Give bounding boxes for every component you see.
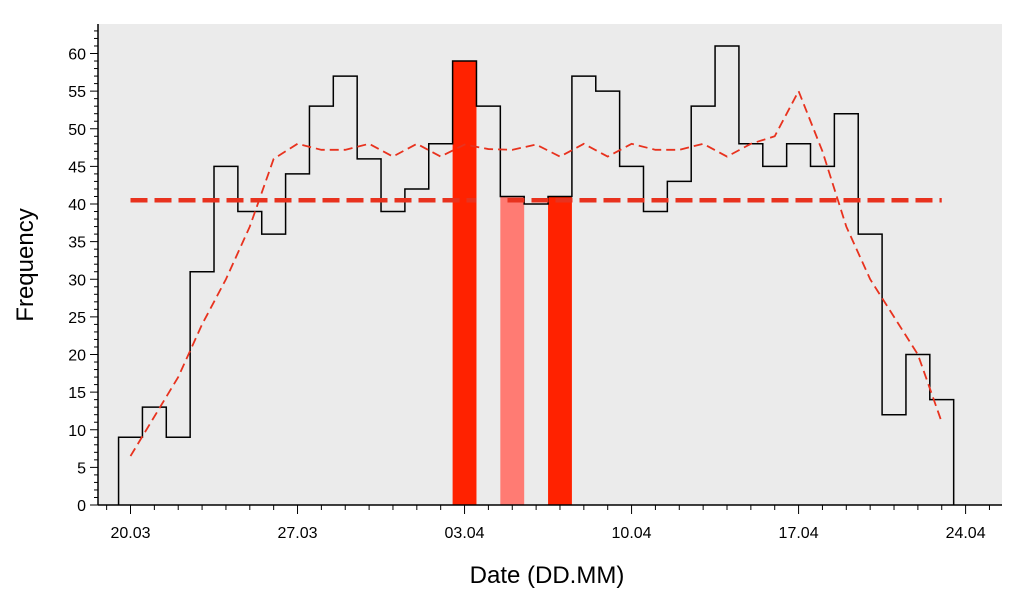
highlight-bars <box>452 61 572 506</box>
y-axis-ticks: 0 5 10 15 20 25 30 35 40 45 50 55 60 <box>68 30 98 515</box>
x-tick-label: 24.04 <box>946 525 986 542</box>
histogram-outline <box>117 45 955 505</box>
y-tick-label: 15 <box>68 385 86 402</box>
y-tick-label: 55 <box>68 84 86 101</box>
x-tick-label: 20.03 <box>110 525 150 542</box>
y-tick-label: 45 <box>68 159 86 176</box>
y-tick-label: 5 <box>77 460 86 477</box>
trend-line-path <box>129 88 943 457</box>
y-tick-label: 35 <box>68 235 86 252</box>
y-tick-label: 0 <box>77 498 86 515</box>
y-tick-label: 40 <box>68 197 86 214</box>
y-tick-label: 20 <box>68 348 86 365</box>
y-axis-title: Frequency <box>12 208 39 321</box>
x-tick-label: 27.03 <box>277 525 317 542</box>
y-tick-label: 25 <box>68 310 86 327</box>
highlight-bar <box>548 196 572 505</box>
highlight-bar <box>500 196 525 505</box>
y-tick-label: 50 <box>68 122 86 139</box>
x-axis-ticks: 20.03 27.03 03.04 10.04 17.04 24.04 <box>106 505 990 542</box>
x-tick-label: 10.04 <box>612 525 652 542</box>
y-tick-label: 60 <box>68 47 86 64</box>
highlight-bar <box>452 61 477 506</box>
trend-line <box>129 88 943 457</box>
y-tick-label: 30 <box>68 272 86 289</box>
y-tick-label: 10 <box>68 423 86 440</box>
x-tick-label: 03.04 <box>445 525 485 542</box>
x-axis-title: Date (DD.MM) <box>470 562 625 589</box>
x-tick-label: 17.04 <box>779 525 819 542</box>
